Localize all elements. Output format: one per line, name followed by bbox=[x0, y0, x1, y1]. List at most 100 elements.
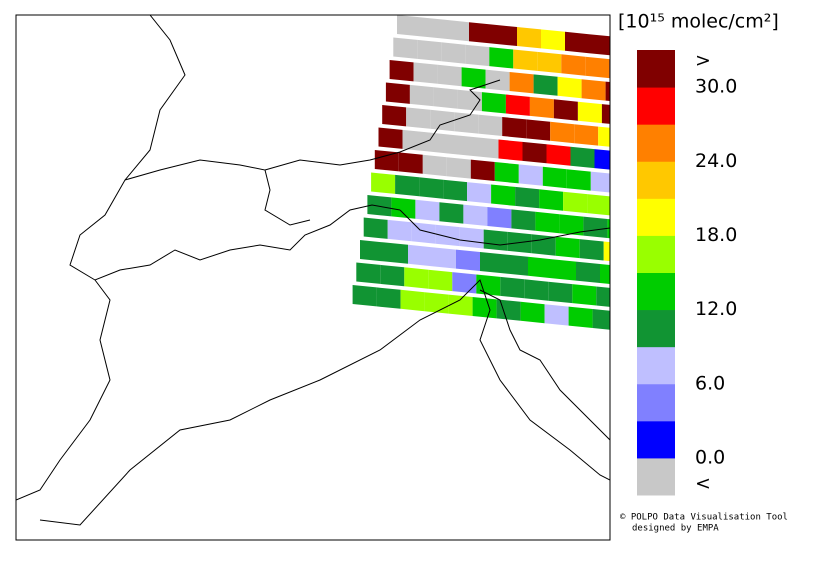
colorbar-swatch bbox=[637, 457, 675, 496]
swath-pixel bbox=[374, 150, 399, 172]
swath-pixel bbox=[570, 146, 595, 169]
swath-pixel bbox=[371, 172, 396, 194]
swath-pixel bbox=[408, 244, 432, 267]
swath-pixel bbox=[356, 262, 381, 284]
swath-pixel bbox=[397, 15, 421, 37]
swath-pixel bbox=[437, 64, 462, 87]
swath-pixel bbox=[413, 62, 438, 84]
swath-pixel bbox=[457, 89, 482, 112]
swath-pixel bbox=[529, 96, 554, 119]
swath-pixel bbox=[513, 49, 538, 71]
swath-pixel bbox=[363, 217, 388, 239]
swath-pixel bbox=[542, 166, 567, 189]
swath-pixel bbox=[496, 299, 521, 321]
swath-pixel bbox=[456, 249, 480, 271]
border bbox=[264, 79, 501, 171]
swath-pixel bbox=[565, 31, 589, 54]
swath-pixel bbox=[487, 207, 512, 229]
swath-pixel bbox=[467, 182, 492, 204]
swath-pixel bbox=[520, 301, 545, 324]
colorbar-swatch bbox=[637, 198, 675, 236]
colorbar-swatch bbox=[637, 161, 675, 199]
swath-pixel bbox=[594, 149, 610, 170]
swath-pixel bbox=[505, 94, 530, 116]
swath-pixel bbox=[548, 281, 573, 304]
swath-pixel bbox=[391, 197, 416, 219]
swath-pixel bbox=[433, 87, 458, 109]
swath-pixel bbox=[443, 179, 468, 202]
swath-pixel bbox=[541, 29, 565, 51]
swath-pixel bbox=[587, 194, 610, 216]
swath-pixel bbox=[400, 289, 425, 312]
swath-pixel bbox=[426, 132, 451, 154]
swath-pixel bbox=[576, 261, 600, 283]
colorbar-swatch bbox=[637, 309, 675, 348]
swath-pixel bbox=[489, 47, 514, 69]
swath-pixel bbox=[421, 17, 445, 39]
colorbar-swatch bbox=[637, 87, 675, 125]
swath-pixel bbox=[352, 285, 377, 307]
swath-pixel bbox=[398, 152, 423, 174]
swath-pixel bbox=[504, 254, 528, 276]
colorbar-swatch bbox=[637, 383, 675, 422]
swath-pixel bbox=[522, 141, 547, 164]
colorbar-swatch bbox=[637, 235, 675, 273]
swath-pixel bbox=[450, 134, 475, 157]
swath-pixel bbox=[589, 34, 610, 56]
swath-pixel bbox=[376, 287, 401, 309]
swath-pixel bbox=[550, 121, 575, 144]
swath-pixel bbox=[478, 114, 503, 136]
colorbar-swatch bbox=[637, 346, 675, 385]
swath-pixel bbox=[590, 171, 610, 193]
swath-pixel bbox=[531, 234, 556, 256]
swath-pixel bbox=[581, 79, 606, 101]
swath-pixel bbox=[609, 59, 610, 79]
swath-pixel bbox=[409, 84, 434, 107]
swath-pixel bbox=[469, 22, 493, 44]
swath-pixel bbox=[524, 279, 549, 301]
credit: © POLPO Data Visualisation Tool bbox=[620, 513, 788, 523]
swath-pixel bbox=[461, 67, 486, 89]
swath-pixel bbox=[568, 306, 593, 328]
swath-pixel bbox=[481, 92, 506, 114]
swath-pixel bbox=[382, 105, 407, 127]
credit: designed by EMPA bbox=[632, 524, 719, 534]
swath-pixel bbox=[561, 54, 586, 76]
colorbar-label: 18.0 bbox=[695, 224, 737, 246]
swath-pixel bbox=[435, 224, 460, 247]
swath-pixel bbox=[555, 236, 580, 259]
swath-pixel bbox=[596, 286, 610, 307]
colorbar-swatch bbox=[637, 50, 675, 88]
swath-pixel bbox=[572, 284, 597, 306]
swath-pixel bbox=[493, 24, 517, 46]
border bbox=[399, 209, 610, 246]
swath-pixel bbox=[528, 256, 552, 279]
colorbar-label: > bbox=[695, 50, 711, 72]
swath-pixel bbox=[546, 144, 571, 166]
swath-pixel bbox=[498, 139, 523, 161]
border bbox=[16, 279, 111, 501]
swath-pixel bbox=[402, 129, 427, 152]
swath-pixel bbox=[428, 269, 453, 292]
swath-pixel bbox=[533, 74, 558, 96]
swath-pixel bbox=[494, 162, 519, 184]
border bbox=[69, 15, 401, 281]
swath-pixel bbox=[557, 76, 582, 99]
swath-pixel bbox=[544, 304, 569, 326]
colorbar-swatch bbox=[637, 124, 675, 162]
colorbar-unit: [10¹⁵ molec/cm²] bbox=[618, 11, 779, 33]
swath-pixel bbox=[607, 219, 610, 239]
swath-pixel bbox=[406, 107, 431, 129]
swath-pixel bbox=[491, 184, 516, 206]
colorbar-label: < bbox=[695, 472, 711, 494]
swath-pixel bbox=[445, 19, 469, 42]
swath-pixel bbox=[415, 199, 440, 222]
swath-pixel bbox=[553, 99, 578, 121]
swath-pixel bbox=[539, 189, 564, 211]
frame bbox=[15, 14, 611, 541]
swath-pixel bbox=[585, 56, 610, 79]
swath-pixel bbox=[439, 202, 464, 224]
swath-pixel bbox=[417, 39, 442, 62]
swath-pixel bbox=[393, 37, 418, 59]
swath-pixel bbox=[509, 72, 534, 94]
